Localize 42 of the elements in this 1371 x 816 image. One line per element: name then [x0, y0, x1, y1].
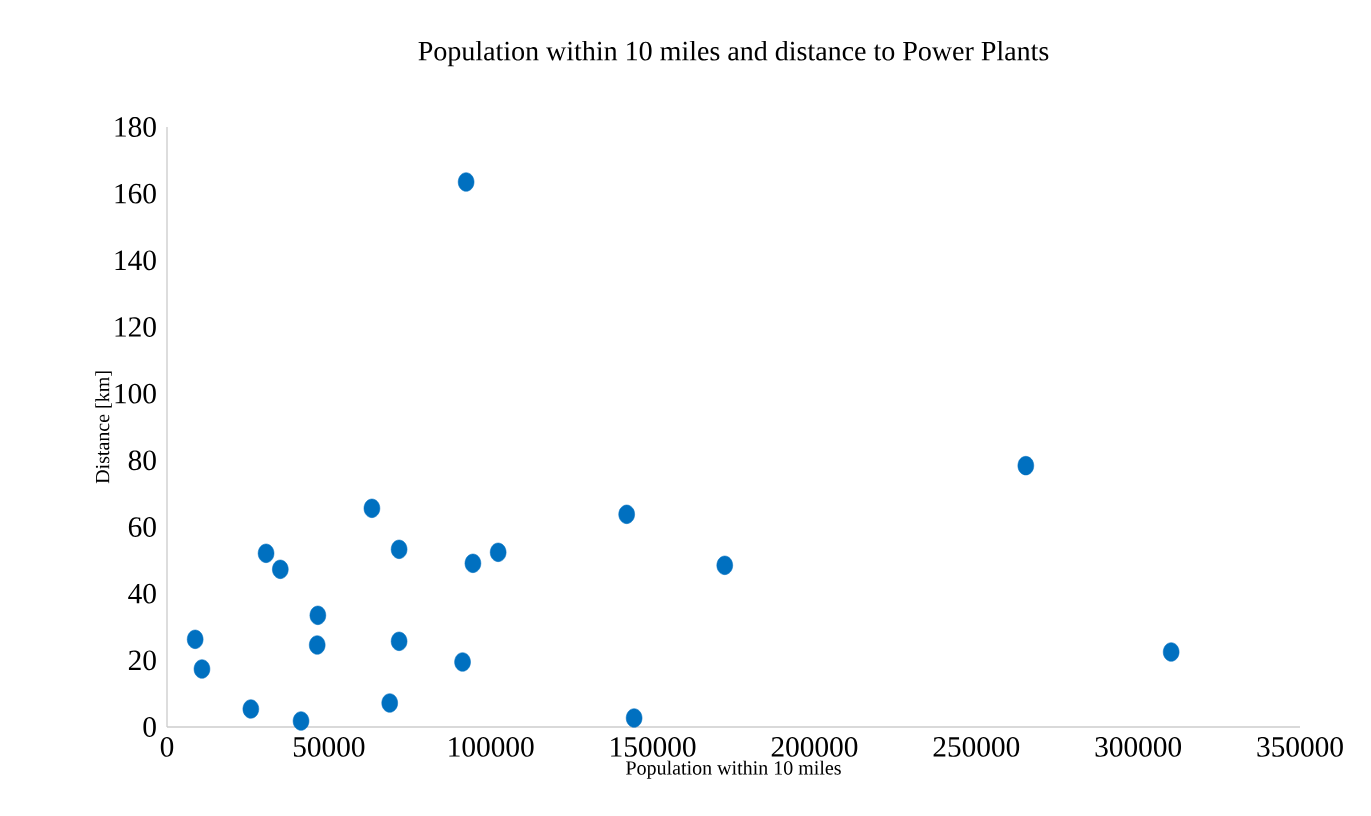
x-tick-label: 50000	[293, 737, 365, 757]
point	[257, 543, 275, 563]
y-tick-label: 180	[115, 117, 156, 137]
point	[1017, 456, 1035, 476]
point	[272, 559, 289, 579]
point	[193, 659, 211, 679]
y-tick-label: 140	[115, 250, 156, 271]
point	[454, 652, 471, 672]
x-tick-label: 100000	[449, 737, 534, 757]
point	[309, 635, 326, 655]
x-tick-label: 150000	[611, 737, 696, 757]
point	[390, 631, 408, 651]
y-tick-label: 60	[128, 517, 156, 537]
chart-title: Population within 10 miles and distance to Power Plants	[418, 40, 1049, 67]
point	[489, 542, 507, 562]
y-tick-label: 120	[115, 317, 156, 337]
point	[292, 711, 310, 731]
point	[618, 504, 635, 524]
y-tick-label: 20	[128, 650, 156, 671]
y-tick-label: 100	[115, 383, 156, 404]
y-axis-title: Distance [km]	[95, 371, 112, 484]
point	[363, 498, 381, 518]
y-tick-label: 160	[115, 183, 156, 204]
point	[625, 708, 643, 728]
x-tick-label: 350000	[1257, 737, 1343, 757]
point	[464, 553, 482, 573]
point	[457, 172, 475, 192]
x-tick-label: 200000	[771, 737, 858, 757]
y-tick-label: 0	[143, 717, 156, 737]
x-tick-label: 300000	[1095, 737, 1182, 757]
point	[716, 555, 733, 575]
point	[186, 629, 204, 649]
x-tick-label: 0	[160, 737, 174, 757]
point	[390, 539, 408, 559]
x-axis-title: Population within 10 miles	[626, 760, 841, 779]
x-tick-label: 250000	[933, 737, 1020, 757]
point	[309, 605, 327, 625]
y-tick-label: 40	[128, 583, 156, 604]
point	[242, 699, 260, 719]
y-tick-label: 80	[128, 450, 156, 471]
point	[1162, 642, 1180, 662]
point	[381, 693, 398, 713]
